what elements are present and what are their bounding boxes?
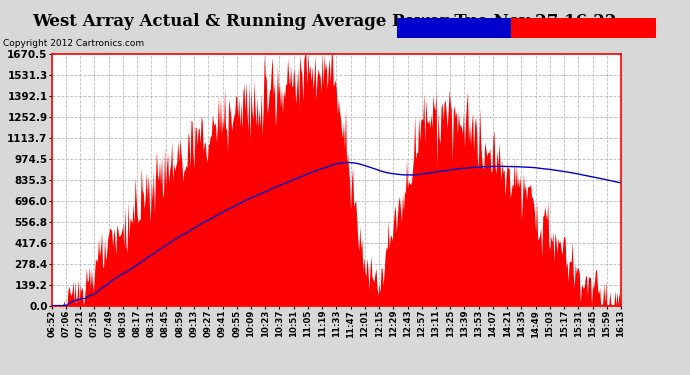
Text: Copyright 2012 Cartronics.com: Copyright 2012 Cartronics.com xyxy=(3,39,145,48)
Text: West Array (DC Watts): West Array (DC Watts) xyxy=(522,23,644,33)
Text: Average (DC Watts): Average (DC Watts) xyxy=(400,23,508,33)
Text: West Array Actual & Running Average Power Tue Nov 27 16:22: West Array Actual & Running Average Powe… xyxy=(32,13,617,30)
